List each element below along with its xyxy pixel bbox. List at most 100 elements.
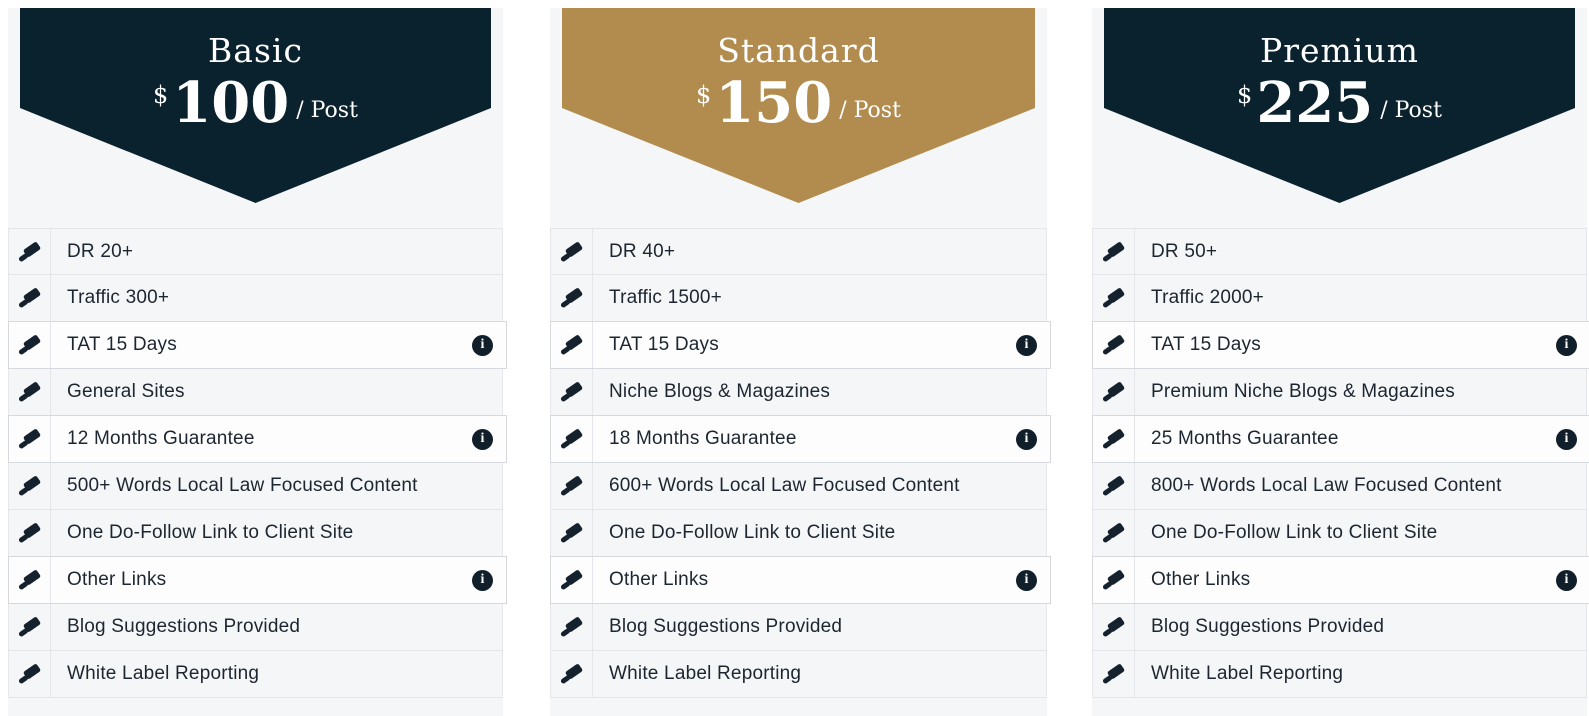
gavel-icon	[560, 664, 582, 684]
gavel-icon	[560, 288, 582, 308]
feature-icon-cell	[9, 275, 51, 321]
plan-banner: Premium $ 225 / Post	[1104, 8, 1575, 203]
feature-row: One Do-Follow Link to Client Site	[550, 510, 1047, 557]
feature-row: Other Links i	[550, 556, 1051, 604]
feature-row: DR 50+	[1092, 228, 1587, 275]
feature-row: Blog Suggestions Provided	[550, 604, 1047, 651]
feature-icon-cell	[1093, 369, 1135, 415]
feature-row: 18 Months Guarantee i	[550, 415, 1051, 463]
info-icon[interactable]: i	[472, 428, 493, 450]
feature-row: TAT 15 Days i	[550, 321, 1051, 369]
gavel-icon	[560, 335, 582, 355]
gavel-icon	[18, 241, 40, 261]
feature-row: Other Links i	[1092, 556, 1589, 604]
feature-icon-cell	[9, 604, 51, 650]
gavel-icon	[560, 617, 582, 637]
feature-row: Niche Blogs & Magazines	[550, 369, 1047, 416]
feature-label: Blog Suggestions Provided	[67, 616, 301, 637]
feature-icon-cell	[551, 275, 593, 321]
pricing-card-basic: Basic $ 100 / Post DR 20+	[8, 8, 507, 716]
feature-row: DR 40+	[550, 228, 1047, 275]
plan-title: Basic	[208, 31, 303, 70]
feature-icon-cell	[1093, 463, 1135, 509]
feature-icon-cell	[551, 463, 593, 509]
feature-icon-cell	[9, 369, 51, 415]
gavel-icon	[1102, 476, 1124, 496]
feature-row: Blog Suggestions Provided	[8, 604, 503, 651]
feature-label: DR 50+	[1151, 240, 1218, 262]
feature-label: 800+ Words Local Law Focused Content	[1151, 475, 1502, 496]
info-icon[interactable]: i	[1016, 334, 1037, 356]
gavel-icon	[18, 335, 40, 355]
feature-icon-cell	[1093, 604, 1135, 650]
info-icon[interactable]: i	[1556, 569, 1577, 591]
feature-label: Premium Niche Blogs & Magazines	[1151, 381, 1455, 402]
price-amount: 100	[172, 70, 290, 137]
price-amount: 225	[1256, 70, 1374, 137]
feature-label: Traffic 300+	[67, 287, 170, 308]
info-icon[interactable]: i	[1016, 569, 1037, 591]
price-per-unit: / Post	[839, 98, 901, 124]
feature-label: Other Links	[609, 569, 709, 590]
gavel-icon	[560, 241, 582, 261]
gavel-icon	[1102, 570, 1124, 590]
feature-label: TAT 15 Days	[1151, 334, 1261, 355]
price-currency: $	[153, 81, 169, 110]
feature-row: Traffic 300+	[8, 275, 503, 322]
feature-icon-cell	[551, 510, 593, 556]
feature-icon-cell	[1093, 510, 1135, 556]
feature-row: 25 Months Guarantee i	[1092, 415, 1589, 463]
feature-row: 500+ Words Local Law Focused Content	[8, 463, 503, 510]
feature-row: White Label Reporting	[8, 651, 503, 698]
price-amount: 150	[715, 70, 833, 137]
gavel-icon	[18, 570, 40, 590]
feature-label: Niche Blogs & Magazines	[609, 381, 831, 402]
gavel-icon	[560, 429, 582, 449]
feature-row: Traffic 1500+	[550, 275, 1047, 322]
feature-icon-cell	[9, 510, 51, 556]
feature-row: TAT 15 Days i	[8, 321, 507, 369]
info-icon[interactable]: i	[1556, 428, 1577, 450]
feature-list: DR 20+ Traffic 300+ TAT 15 Days i	[8, 228, 507, 698]
gavel-icon	[18, 617, 40, 637]
pricing-card-standard: Standard $ 150 / Post DR 40+	[550, 8, 1051, 716]
feature-row: White Label Reporting	[1092, 651, 1587, 698]
feature-label: One Do-Follow Link to Client Site	[67, 522, 354, 543]
plan-price: $ 100 / Post	[153, 75, 358, 131]
feature-label: 12 Months Guarantee	[67, 428, 255, 449]
info-icon[interactable]: i	[472, 569, 493, 591]
feature-label: One Do-Follow Link to Client Site	[609, 522, 896, 543]
feature-icon-cell	[1093, 275, 1135, 321]
feature-label: 600+ Words Local Law Focused Content	[609, 475, 960, 496]
plan-price: $ 150 / Post	[696, 75, 901, 131]
feature-row: 12 Months Guarantee i	[8, 415, 507, 463]
feature-row: Blog Suggestions Provided	[1092, 604, 1587, 651]
plan-price: $ 225 / Post	[1237, 75, 1442, 131]
feature-row: One Do-Follow Link to Client Site	[8, 510, 503, 557]
gavel-icon	[18, 382, 40, 402]
feature-icon-cell	[551, 369, 593, 415]
price-currency: $	[696, 81, 712, 110]
info-icon[interactable]: i	[1016, 428, 1037, 450]
plan-title: Standard	[717, 31, 880, 70]
feature-row: TAT 15 Days i	[1092, 321, 1589, 369]
feature-icon-cell	[9, 416, 51, 462]
gavel-icon	[1102, 335, 1124, 355]
feature-icon-cell	[9, 557, 51, 603]
gavel-icon	[1102, 429, 1124, 449]
gavel-icon	[1102, 382, 1124, 402]
feature-label: 25 Months Guarantee	[1151, 428, 1339, 449]
feature-row: 800+ Words Local Law Focused Content	[1092, 463, 1587, 510]
feature-icon-cell	[1093, 229, 1135, 274]
feature-icon-cell	[551, 557, 593, 603]
gavel-icon	[560, 570, 582, 590]
feature-label: Other Links	[67, 569, 167, 590]
info-icon[interactable]: i	[1556, 334, 1577, 356]
feature-label: Blog Suggestions Provided	[1151, 616, 1385, 637]
feature-label: 500+ Words Local Law Focused Content	[67, 475, 418, 496]
gavel-icon	[560, 523, 582, 543]
gavel-icon	[18, 476, 40, 496]
feature-label: TAT 15 Days	[67, 334, 177, 355]
info-icon[interactable]: i	[472, 334, 493, 356]
